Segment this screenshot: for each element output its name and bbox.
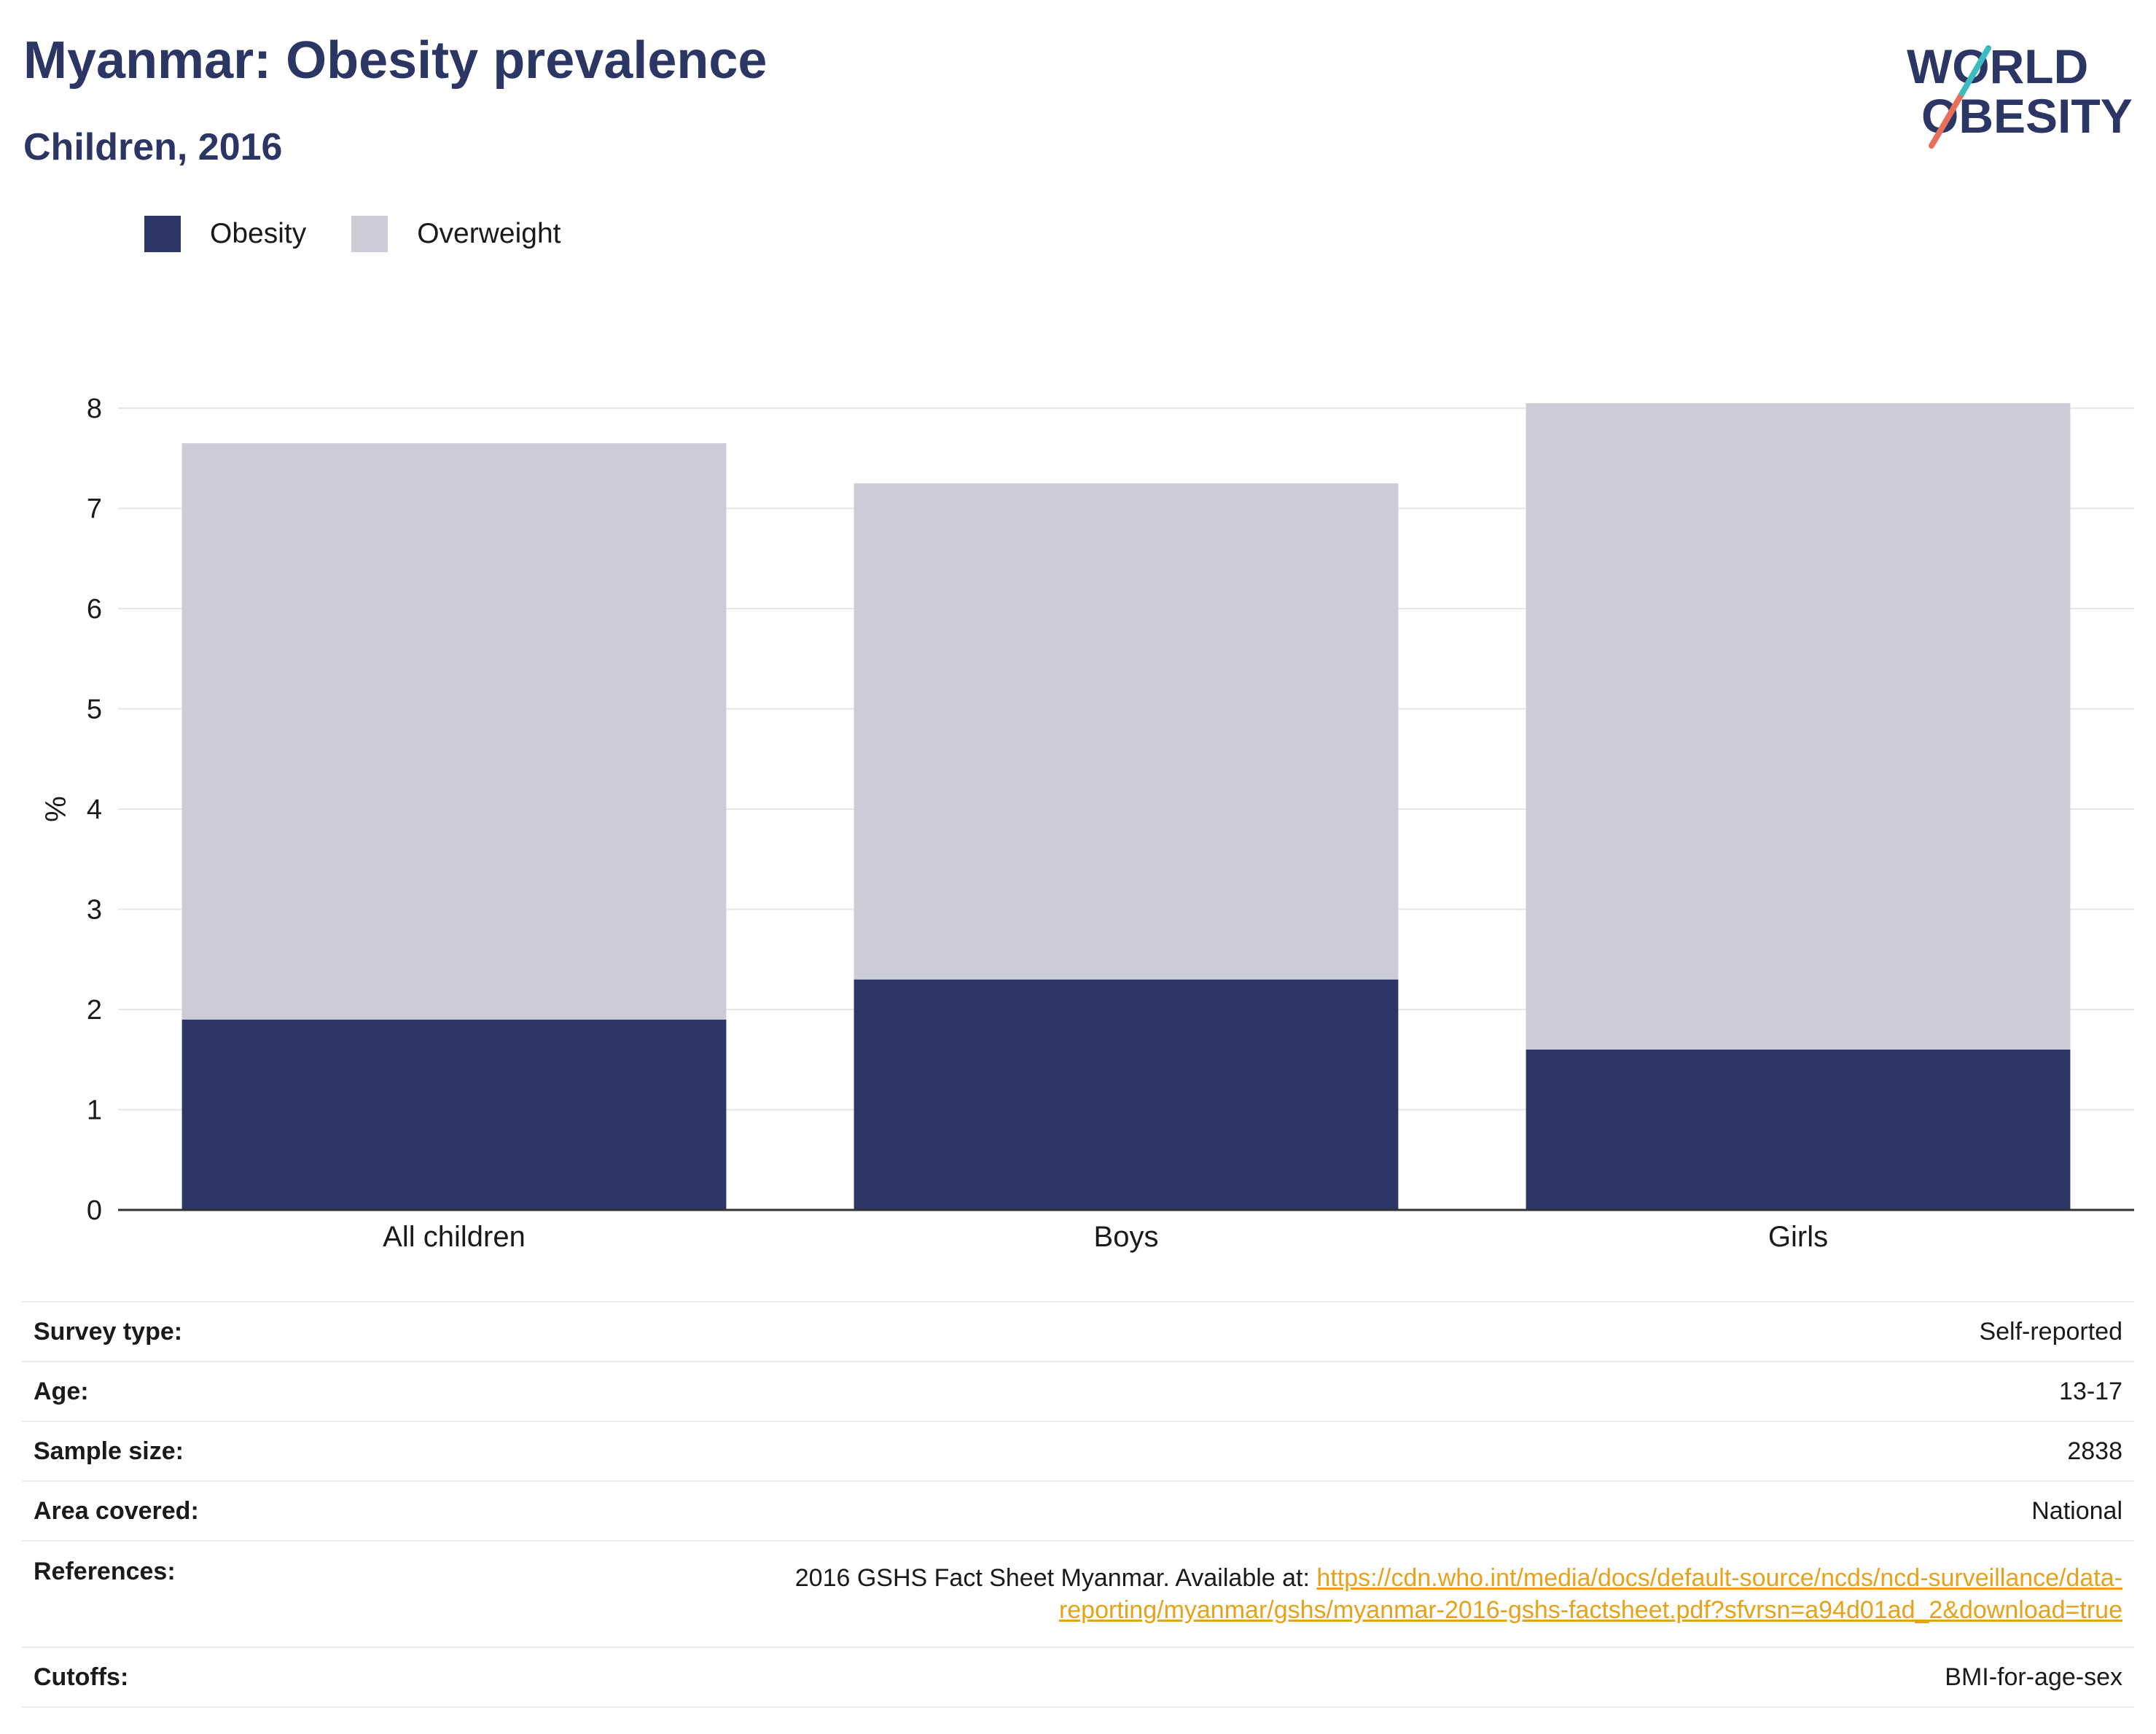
references-text: 2016 GSHS Fact Sheet Myanmar. Available … bbox=[794, 1564, 1317, 1592]
references-value: 2016 GSHS Fact Sheet Myanmar. Available … bbox=[555, 1540, 2134, 1647]
info-row-area: Area covered: National bbox=[22, 1480, 2134, 1541]
legend-item-obesity[interactable]: Obesity bbox=[144, 216, 306, 252]
bar-obesity-all-children bbox=[181, 1019, 727, 1210]
y-tick-label: 6 bbox=[87, 594, 102, 625]
page-subtitle: Children, 2016 bbox=[23, 126, 283, 168]
age-value: 13-17 bbox=[555, 1361, 2134, 1421]
y-tick-label: 5 bbox=[87, 695, 102, 725]
y-axis-label: % bbox=[39, 796, 71, 822]
info-row-age: Age: 13-17 bbox=[22, 1361, 2134, 1421]
references-label: References: bbox=[22, 1540, 555, 1647]
world-obesity-logo: WORLD OBESITY bbox=[1907, 39, 2133, 149]
info-row-references: References: 2016 GSHS Fact Sheet Myanmar… bbox=[22, 1540, 2134, 1647]
bar-obesity-boys bbox=[854, 979, 1399, 1210]
logo-slash-teal bbox=[1959, 45, 1991, 96]
survey-type-label: Survey type: bbox=[22, 1301, 555, 1362]
bar-obesity-girls bbox=[1526, 1050, 2071, 1210]
area-covered-value: National bbox=[555, 1480, 2134, 1541]
age-label: Age: bbox=[22, 1361, 555, 1421]
stacked-bar-chart: 0 1 2 3 4 5 6 7 8% All children Boys Girls bbox=[39, 394, 2134, 1253]
y-tick-label: 4 bbox=[87, 794, 102, 825]
sample-size-value: 2838 bbox=[555, 1421, 2134, 1481]
y-tick-label: 1 bbox=[87, 1096, 102, 1126]
survey-type-value: Self-reported bbox=[555, 1301, 2134, 1362]
y-tick-label: 0 bbox=[87, 1195, 102, 1226]
info-row-cutoffs: Cutoffs: BMI-for-age-sex bbox=[22, 1647, 2134, 1708]
legend-label-obesity: Obesity bbox=[210, 218, 307, 249]
info-row-sample-size: Sample size: 2838 bbox=[22, 1421, 2134, 1481]
legend-swatch-obesity bbox=[144, 216, 181, 252]
x-tick-label: Boys bbox=[1094, 1221, 1159, 1253]
y-tick-label: 8 bbox=[87, 394, 102, 424]
legend-item-overweight[interactable]: Overweight bbox=[351, 216, 561, 252]
cutoffs-value: BMI-for-age-sex bbox=[555, 1647, 2134, 1708]
references-link[interactable]: https://cdn.who.int/media/docs/default-s… bbox=[1316, 1564, 2122, 1592]
x-tick-label: Girls bbox=[1768, 1221, 1828, 1253]
y-tick-label: 3 bbox=[87, 895, 102, 926]
references-link-continued[interactable]: reporting/myanmar/gshs/myanmar-2016-gshs… bbox=[1058, 1596, 2122, 1624]
y-tick-label: 2 bbox=[87, 995, 102, 1026]
legend-label-overweight: Overweight bbox=[417, 218, 561, 249]
bar-overweight-boys bbox=[854, 483, 1399, 980]
x-tick-label: All children bbox=[383, 1221, 526, 1253]
cutoffs-label: Cutoffs: bbox=[22, 1647, 555, 1708]
page-title: Myanmar: Obesity prevalence bbox=[23, 31, 768, 90]
logo-text-world: WORLD bbox=[1907, 39, 2088, 93]
logo-slash-coral bbox=[1929, 90, 1965, 149]
info-row-survey-type: Survey type: Self-reported bbox=[22, 1301, 2134, 1362]
bar-overweight-all-children bbox=[181, 443, 727, 1020]
logo-text-obesity: OBESITY bbox=[1921, 89, 2133, 143]
chart-legend: Obesity Overweight bbox=[144, 216, 606, 252]
legend-swatch-overweight bbox=[351, 216, 388, 252]
bar-overweight-girls bbox=[1526, 403, 2071, 1050]
survey-info-table: Survey type: Self-reported Age: 13-17 Sa… bbox=[22, 1301, 2134, 1708]
area-covered-label: Area covered: bbox=[22, 1480, 555, 1541]
sample-size-label: Sample size: bbox=[22, 1421, 555, 1481]
y-tick-label: 7 bbox=[87, 494, 102, 525]
